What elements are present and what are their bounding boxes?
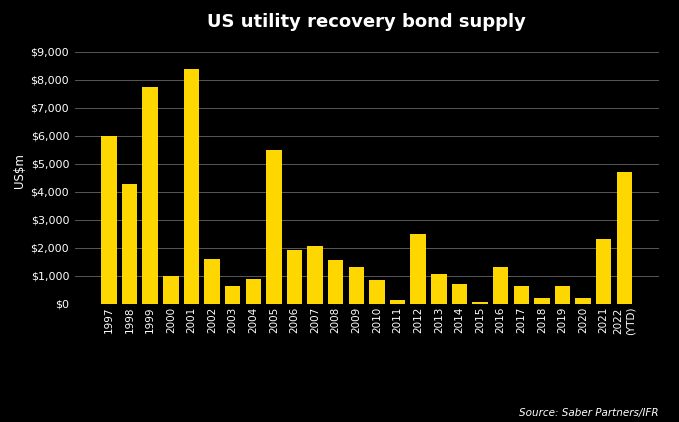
Bar (390, 300, 405, 304)
Bar (246, 279, 261, 304)
Title: US utility recovery bond supply: US utility recovery bond supply (207, 13, 526, 31)
Bar (204, 259, 220, 304)
Bar (225, 286, 240, 304)
Bar (534, 298, 549, 304)
Bar (431, 274, 447, 304)
Bar (348, 268, 364, 304)
Bar (308, 246, 323, 304)
Bar (287, 250, 302, 304)
Bar (513, 286, 529, 304)
Bar (493, 268, 509, 304)
Bar (369, 280, 385, 304)
Y-axis label: US$m: US$m (14, 154, 26, 188)
Bar (143, 87, 158, 304)
Bar (163, 276, 179, 304)
Bar (596, 239, 612, 304)
Bar (452, 284, 467, 304)
Bar (122, 184, 137, 304)
Bar (328, 260, 344, 304)
Bar (101, 136, 117, 304)
Bar (575, 298, 591, 304)
Text: Source: Saber Partners/IFR: Source: Saber Partners/IFR (519, 408, 659, 418)
Bar (411, 234, 426, 304)
Bar (184, 69, 199, 304)
Bar (555, 286, 570, 304)
Bar (617, 172, 632, 304)
Bar (266, 150, 282, 304)
Bar (473, 302, 488, 304)
